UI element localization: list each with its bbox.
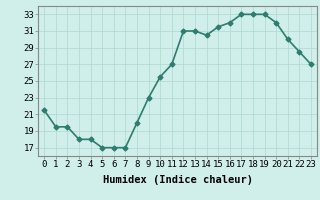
X-axis label: Humidex (Indice chaleur): Humidex (Indice chaleur) <box>103 175 252 185</box>
